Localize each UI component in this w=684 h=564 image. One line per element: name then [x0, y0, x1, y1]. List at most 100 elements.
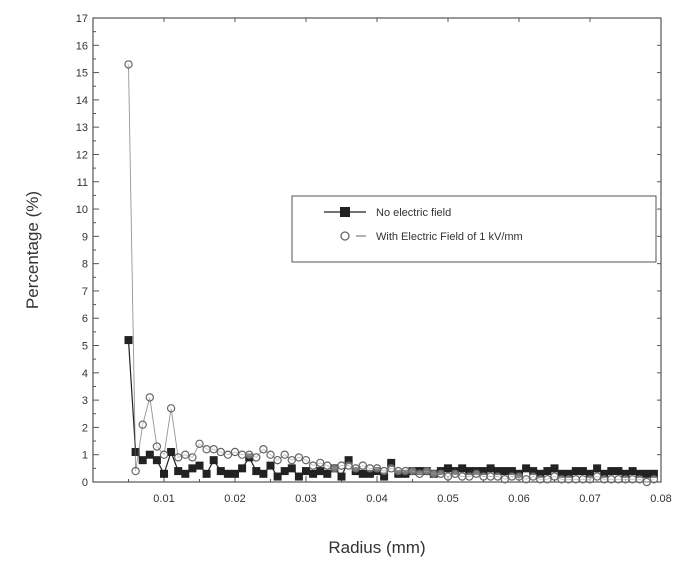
series-line-2: [128, 64, 655, 483]
data-point-with-field: [372, 464, 382, 473]
data-point-no-field: [124, 336, 133, 345]
data-point-with-field: [550, 472, 559, 481]
data-point-no-field: [451, 467, 460, 476]
data-point-no-field: [465, 467, 474, 476]
data-point-with-field: [387, 464, 396, 473]
y-tick-label: 0: [82, 477, 88, 489]
data-point-with-field: [252, 453, 261, 462]
data-point-with-field: [607, 475, 616, 484]
data-point-no-field: [486, 464, 495, 473]
data-point-with-field: [529, 472, 538, 481]
data-point-no-field: [309, 469, 318, 478]
x-axis-title: Radius (mm): [328, 538, 425, 557]
data-point-no-field: [358, 469, 367, 478]
data-point-with-field: [131, 466, 140, 476]
data-point-with-field: [124, 60, 133, 69]
data-point-with-field: [450, 469, 460, 479]
data-point-no-field: [500, 467, 509, 476]
data-point-with-field: [316, 458, 325, 468]
data-point-with-field: [209, 445, 218, 454]
x-tick-label: 0.05: [437, 493, 458, 505]
y-tick-label: 4: [82, 368, 88, 380]
data-point-with-field: [216, 447, 225, 457]
data-point-with-field: [493, 472, 502, 481]
data-point-no-field: [188, 464, 197, 473]
data-point-no-field: [515, 469, 523, 478]
data-point-with-field: [465, 472, 474, 481]
data-point-no-field: [522, 464, 531, 473]
data-point-with-field: [301, 455, 311, 465]
data-point-with-field: [365, 464, 375, 473]
y-tick-label: 1: [82, 450, 88, 462]
data-point-with-field: [401, 466, 410, 476]
data-point-no-field: [529, 467, 538, 476]
data-point-no-field: [273, 472, 282, 481]
legend-marker-no-field: [340, 207, 350, 217]
data-point-no-field: [507, 467, 516, 476]
data-point-no-field: [245, 453, 254, 462]
data-point-no-field: [337, 472, 346, 481]
data-point-with-field: [358, 461, 367, 470]
data-point-no-field: [152, 456, 161, 465]
y-tick-label: 14: [76, 95, 88, 107]
legend-marker-with-field: [340, 231, 350, 241]
data-point-with-field: [557, 475, 566, 484]
data-point-with-field: [152, 442, 162, 451]
data-point-no-field: [216, 467, 225, 476]
data-point-no-field: [167, 447, 176, 456]
x-tick-label: 0.03: [295, 493, 316, 505]
data-point-no-field: [593, 464, 602, 473]
x-tick-label: 0.04: [366, 493, 387, 505]
x-tick-label: 0.01: [153, 493, 174, 505]
data-point-no-field: [138, 456, 147, 465]
data-point-no-field: [344, 456, 353, 465]
data-point-no-field: [302, 467, 310, 476]
data-point-no-field: [145, 450, 154, 459]
data-point-no-field: [280, 467, 289, 476]
x-tick-label: 0.07: [579, 493, 600, 505]
y-tick-label: 8: [82, 259, 88, 271]
data-point-with-field: [230, 447, 240, 457]
data-point-with-field: [458, 472, 467, 481]
data-point-no-field: [394, 469, 403, 478]
data-point-no-field: [571, 467, 580, 476]
data-point-with-field: [273, 455, 282, 465]
data-point-no-field: [635, 469, 644, 478]
data-point-with-field: [500, 475, 509, 484]
data-point-with-field: [564, 475, 573, 484]
data-point-with-field: [571, 475, 581, 484]
data-point-no-field: [202, 469, 211, 478]
data-point-with-field: [479, 472, 488, 481]
data-point-with-field: [181, 450, 190, 459]
data-point-with-field: [628, 475, 637, 484]
y-tick-label: 6: [82, 313, 88, 325]
data-point-with-field: [521, 475, 531, 484]
data-point-no-field: [380, 472, 389, 481]
y-tick-label: 12: [76, 149, 88, 161]
data-point-no-field: [436, 467, 445, 476]
data-point-with-field: [592, 472, 602, 481]
data-point-no-field: [294, 472, 303, 481]
data-point-no-field: [649, 469, 658, 478]
data-point-with-field: [173, 453, 183, 462]
data-point-with-field: [337, 461, 346, 470]
data-point-with-field: [287, 455, 296, 465]
data-point-with-field: [614, 475, 623, 484]
data-point-no-field: [536, 469, 545, 478]
data-point-with-field: [429, 469, 438, 479]
data-point-with-field: [266, 450, 275, 459]
data-point-no-field: [174, 467, 183, 476]
data-point-no-field: [387, 458, 396, 467]
data-point-no-field: [472, 467, 481, 476]
x-tick-label: 0.06: [508, 493, 529, 505]
data-point-with-field: [351, 464, 360, 473]
y-tick-label: 13: [76, 122, 88, 134]
data-point-with-field: [195, 439, 204, 448]
data-point-with-field: [344, 461, 353, 470]
y-tick-label: 7: [82, 286, 88, 298]
data-point-no-field: [557, 469, 566, 478]
data-point-no-field: [160, 469, 168, 478]
data-point-no-field: [550, 464, 559, 473]
data-point-no-field: [564, 469, 573, 478]
